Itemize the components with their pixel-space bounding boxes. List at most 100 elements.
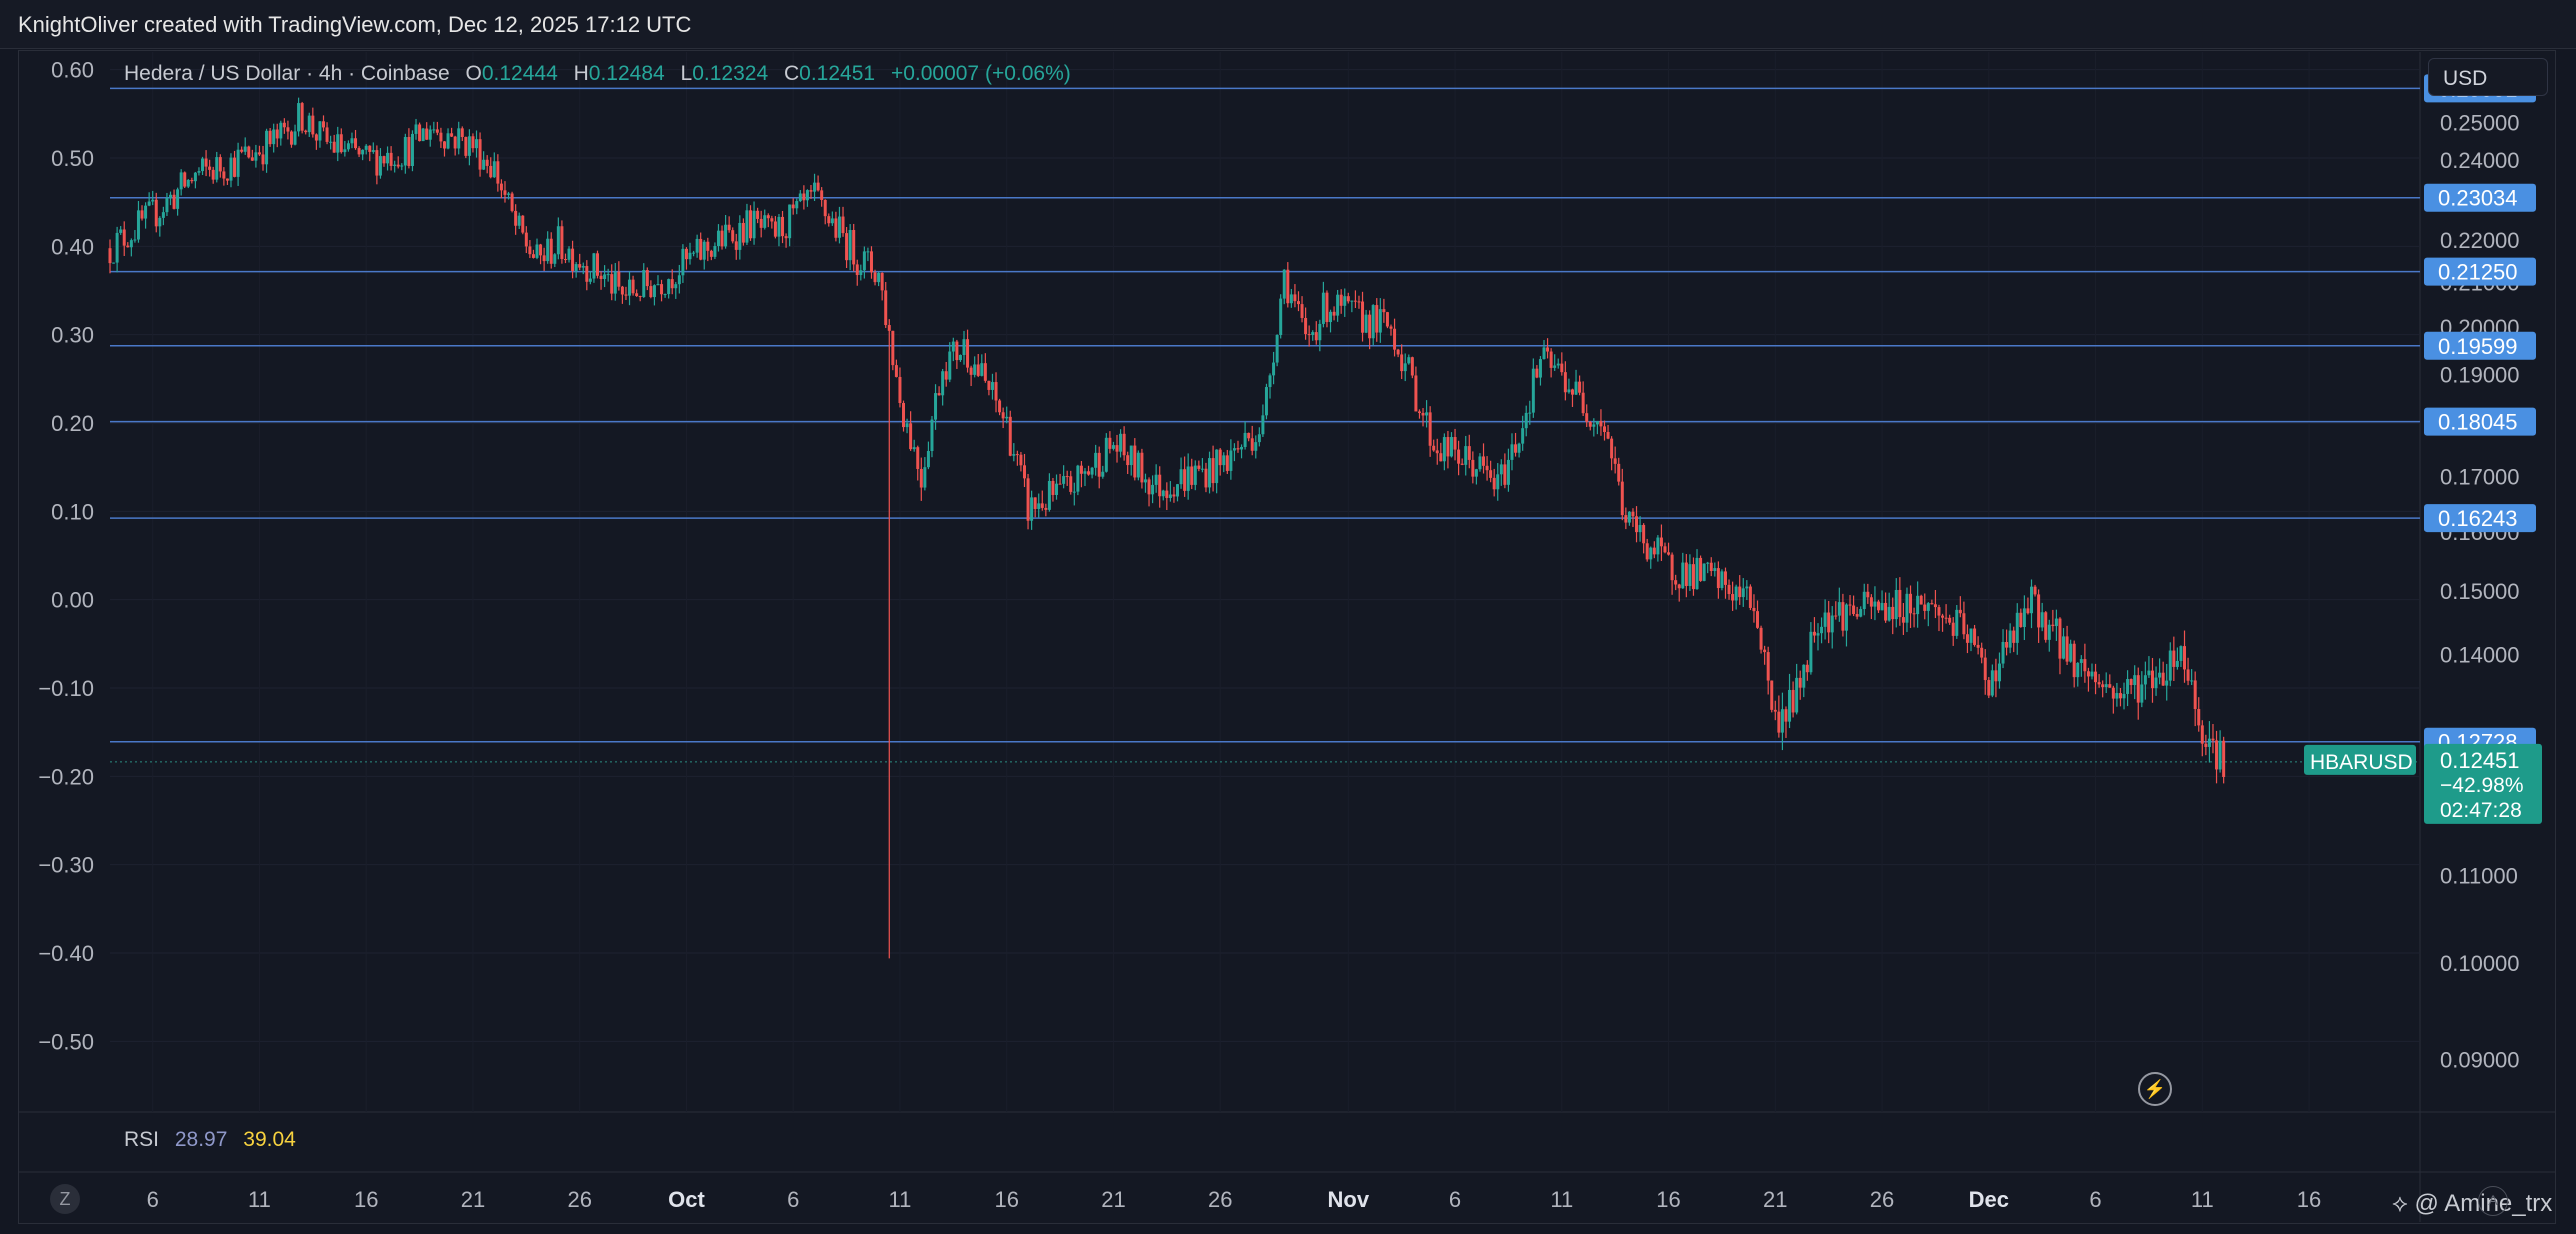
candle-body	[966, 339, 970, 368]
auto-scale-icon[interactable]: A	[2478, 1186, 2508, 1216]
candle-body	[2165, 680, 2169, 686]
candle-body	[2129, 679, 2133, 686]
candle-body	[1378, 309, 1382, 333]
candle-body	[318, 121, 322, 141]
candle-body	[1624, 515, 1628, 523]
level-label: 0.18045	[2438, 410, 2518, 435]
candle-body	[2101, 684, 2105, 688]
candle-body	[108, 248, 112, 264]
candle-body	[560, 226, 564, 260]
candle-body	[1777, 711, 1781, 733]
candle-body	[2069, 643, 2073, 662]
currency-button[interactable]: USD	[2428, 58, 2548, 96]
x-tick-label: 11	[248, 1187, 271, 1212]
candle-body	[749, 210, 752, 239]
candle-body	[958, 354, 962, 361]
candle-body	[531, 254, 535, 258]
candle-body	[1442, 437, 1446, 462]
candle-body	[1973, 628, 1977, 645]
candle-body	[1026, 478, 1030, 521]
rsi-label: RSI	[124, 1128, 160, 1151]
lightning-icon[interactable]: ⚡	[2138, 1072, 2172, 1106]
candle-body	[962, 339, 966, 355]
candle-body	[1001, 412, 1005, 419]
candle-body	[813, 182, 817, 192]
candle-body	[2047, 624, 2051, 640]
candle-body	[2175, 660, 2179, 667]
candle-body	[1350, 300, 1354, 302]
left-tick-label: −0.10	[38, 676, 94, 701]
candle-body	[752, 210, 756, 239]
candle-body	[1425, 412, 1429, 416]
candle-body	[809, 190, 813, 192]
z-button[interactable]: Z	[50, 1184, 80, 1214]
candle-body	[816, 182, 820, 191]
candle-body	[1190, 466, 1194, 485]
candle-body	[1272, 362, 1276, 376]
candle-body	[1193, 465, 1197, 485]
candle-body	[1072, 491, 1076, 493]
open-value: 0.12444	[481, 62, 558, 85]
candle-body	[1047, 480, 1051, 510]
candle-body	[450, 133, 454, 137]
candle-body	[1610, 438, 1614, 459]
candle-body	[499, 183, 503, 191]
candle-body	[1375, 305, 1379, 333]
candle-body	[1652, 547, 1656, 555]
candle-body	[1556, 363, 1560, 366]
candle-body	[1933, 604, 1937, 608]
candle-body	[2079, 659, 2083, 663]
candle-body	[1393, 328, 1397, 350]
candle-body	[1713, 568, 1717, 572]
candle-body	[1745, 586, 1749, 589]
candle-body	[759, 218, 763, 228]
candle-body	[926, 451, 930, 468]
candle-body	[1688, 564, 1692, 586]
candle-body	[492, 161, 496, 178]
level-label-bg	[2424, 257, 2536, 286]
candle-body	[1065, 476, 1069, 478]
candle-body	[1435, 450, 1439, 454]
candle-body	[969, 367, 973, 375]
candle-body	[1795, 677, 1799, 713]
candle-body	[1962, 613, 1966, 635]
candle-body	[670, 279, 674, 289]
x-tick-label: 21	[461, 1187, 485, 1212]
symbol-label: HBARUSD	[2310, 751, 2413, 774]
candle-body	[1119, 433, 1123, 452]
candle-body	[1514, 444, 1518, 453]
candle-body	[329, 141, 333, 143]
candle-body	[165, 197, 169, 213]
candle-body	[1720, 571, 1724, 589]
candle-body	[375, 150, 379, 176]
candle-body	[336, 134, 340, 153]
candle-body	[471, 136, 475, 149]
candle-body	[2058, 618, 2062, 659]
candle-body	[368, 145, 372, 152]
candle-body	[795, 201, 799, 209]
candle-body	[553, 254, 557, 264]
candle-body	[1040, 503, 1044, 508]
candle-body	[2090, 671, 2094, 677]
candle-body	[1008, 416, 1012, 456]
candle-body	[1659, 537, 1663, 547]
candle-body	[1236, 448, 1240, 450]
rsi-legend: RSI 28.97 39.04	[124, 1128, 296, 1152]
candle-body	[699, 238, 703, 260]
candle-body	[1076, 465, 1080, 492]
level-label: 0.23034	[2438, 186, 2518, 211]
candle-body	[250, 157, 254, 161]
chart-frame[interactable]	[18, 50, 2556, 1224]
candle-body	[478, 139, 482, 170]
candle-body	[766, 215, 770, 219]
candle-body	[2215, 740, 2219, 770]
candle-body	[382, 156, 386, 164]
candle-body	[2072, 643, 2076, 678]
candle-body	[1339, 294, 1343, 306]
candle-body	[364, 145, 368, 150]
candle-body	[1314, 332, 1318, 341]
candle-body	[727, 224, 731, 231]
candle-body	[2147, 670, 2151, 676]
change-value: +0.00007 (+0.06%)	[890, 62, 1071, 85]
